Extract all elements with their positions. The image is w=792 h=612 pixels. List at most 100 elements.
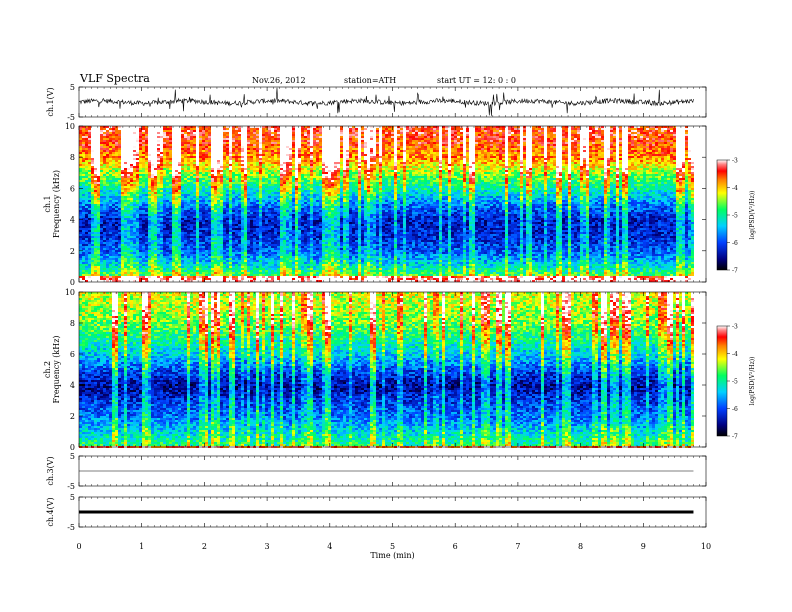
spectrogram-cell [79, 138, 82, 140]
spectrogram-cell [151, 144, 154, 146]
spectrogram-cell [157, 180, 160, 182]
spectrogram-cell [241, 142, 244, 144]
spectrogram-cell [148, 240, 151, 242]
spectrogram-cell [157, 196, 160, 198]
spectrogram-cell [148, 278, 151, 280]
spectrogram-cell [103, 254, 106, 256]
spectrogram-cell [247, 156, 250, 158]
spectrogram-cell [127, 228, 130, 230]
spectrogram-cell [139, 238, 142, 240]
spectrogram-cell [187, 278, 190, 280]
spectrogram-cell [124, 226, 127, 228]
spectrogram-cell [166, 182, 169, 184]
spectrogram-cell [160, 182, 163, 184]
spectrogram-cell [85, 136, 88, 138]
spectrogram-cell [133, 234, 136, 236]
spectrogram-cell [256, 236, 259, 238]
spectrogram-cell [247, 256, 250, 258]
spectrogram-cell [88, 188, 91, 190]
spectrogram-cell [97, 238, 100, 240]
spectrogram-cell [229, 170, 232, 172]
spectrogram-cell [148, 130, 151, 132]
spectrogram-cell [259, 194, 262, 196]
spectrogram-cell [154, 182, 157, 184]
spectrogram-cell [154, 232, 157, 234]
spectrogram-cell [184, 278, 187, 280]
spectrogram-cell [205, 264, 208, 266]
spectrogram-cell [220, 134, 223, 136]
spectrogram-cell [130, 130, 133, 132]
spectrogram-cell [250, 278, 253, 280]
spectrogram-cell [196, 240, 199, 242]
spectrogram-cell [193, 180, 196, 182]
spectrogram-cell [166, 238, 169, 240]
spectrogram-cell [160, 262, 163, 264]
spectrogram-cell [79, 198, 82, 200]
spectrogram-cell [259, 168, 262, 170]
spectrogram-cell [202, 204, 205, 206]
spectrogram-cell [91, 240, 94, 242]
spectrogram-cell [145, 246, 148, 248]
spectrogram-cell [88, 144, 91, 146]
spectrogram-cell [196, 224, 199, 226]
spectrogram-cell [118, 172, 121, 174]
spectrogram-cell [130, 184, 133, 186]
spectrogram-cell [250, 180, 253, 182]
spectrogram-cell [97, 246, 100, 248]
spectrogram-cell [97, 192, 100, 194]
spectrogram-cell [247, 220, 250, 222]
spectrogram-cell [247, 270, 250, 272]
spectrogram-cell [247, 206, 250, 208]
spectrogram-cell [133, 130, 136, 132]
spectrogram-cell [112, 196, 115, 198]
spectrogram-cell [109, 146, 112, 148]
spectrogram-cell [247, 164, 250, 166]
spectrogram-cell [256, 216, 259, 218]
spectrogram-cell [238, 150, 241, 152]
spectrogram-cell [100, 204, 103, 206]
spectrogram-cell [256, 244, 259, 246]
spectrogram-cell [91, 142, 94, 144]
spectrogram-cell [196, 196, 199, 198]
spectrogram-cell [133, 278, 136, 280]
spectrogram-cell [172, 162, 175, 164]
spectrogram-cell [172, 150, 175, 152]
spectrogram-cell [109, 154, 112, 156]
spectrogram-cell [244, 170, 247, 172]
spectrogram-cell [196, 226, 199, 228]
spectrogram-cell [118, 264, 121, 266]
spectrogram-cell [124, 218, 127, 220]
spectrogram-cell [133, 274, 136, 276]
spectrogram-cell [142, 192, 145, 194]
spectrogram-cell [217, 198, 220, 200]
spectrogram-cell [106, 172, 109, 174]
spectrogram-cell [226, 166, 229, 168]
spectrogram-cell [154, 168, 157, 170]
spectrogram-cell [241, 280, 244, 282]
spectrogram-cell [163, 248, 166, 250]
spectrogram-cell [202, 212, 205, 214]
spectrogram-cell [223, 172, 226, 174]
spectrogram-cell [112, 274, 115, 276]
spectrogram-cell [241, 208, 244, 210]
spectrogram-cell [85, 270, 88, 272]
spectrogram-cell [214, 168, 217, 170]
spectrogram-cell [214, 196, 217, 198]
spectrogram-cell [175, 208, 178, 210]
spectrogram-cell [115, 190, 118, 192]
spectrogram-cell [196, 162, 199, 164]
spectrogram-cell [166, 256, 169, 258]
spectrogram-cell [166, 156, 169, 158]
spectrogram-cell [97, 264, 100, 266]
spectrogram-cell [148, 192, 151, 194]
spectrogram-cell [208, 274, 211, 276]
spectrogram-cell [82, 268, 85, 270]
spectrogram-cell [262, 126, 265, 128]
spectrogram-cell [226, 186, 229, 188]
spectrogram-cell [157, 158, 160, 160]
spectrogram-cell [145, 222, 148, 224]
spectrogram-cell [199, 166, 202, 168]
spectrogram-cell [226, 270, 229, 272]
spectrogram-cell [223, 180, 226, 182]
spectrogram-cell [226, 274, 229, 276]
